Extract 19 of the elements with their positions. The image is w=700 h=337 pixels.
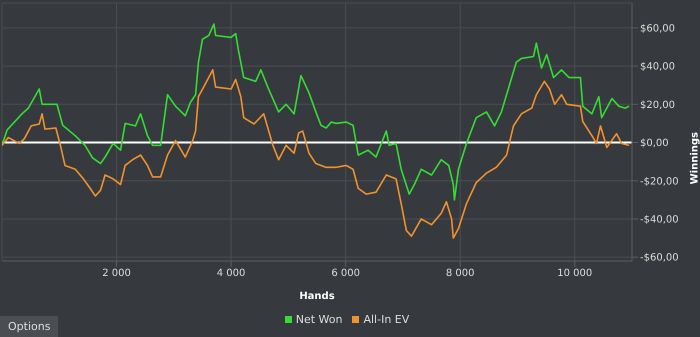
y-tick-label: $60,00 (640, 23, 675, 34)
y-tick-label: $40,00 (640, 62, 675, 73)
y-tick-label: $0,00 (640, 138, 669, 150)
line-series (2, 69, 630, 239)
y-tick-label: $20,00 (640, 100, 675, 111)
legend-label: All-In EV (362, 313, 410, 326)
y-axis-title: Winnings (690, 132, 700, 184)
options-button: Options (0, 316, 58, 337)
x-tick-label: 4 000 (216, 268, 246, 280)
x-tick-label: 2 000 (102, 268, 131, 280)
y-tick-label: -$60,00 (640, 252, 679, 264)
y-tick-label: -$20,00 (640, 176, 679, 188)
x-tick-label: 8 000 (446, 268, 474, 280)
x-tick-label: 10 000 (557, 268, 592, 280)
line-series (2, 23, 630, 201)
y-tick-label: -$40,00 (640, 214, 679, 226)
x-tick-label: 6 000 (331, 268, 360, 280)
x-axis-title: Hands (299, 291, 335, 302)
legend-label: Net Won (294, 313, 342, 326)
